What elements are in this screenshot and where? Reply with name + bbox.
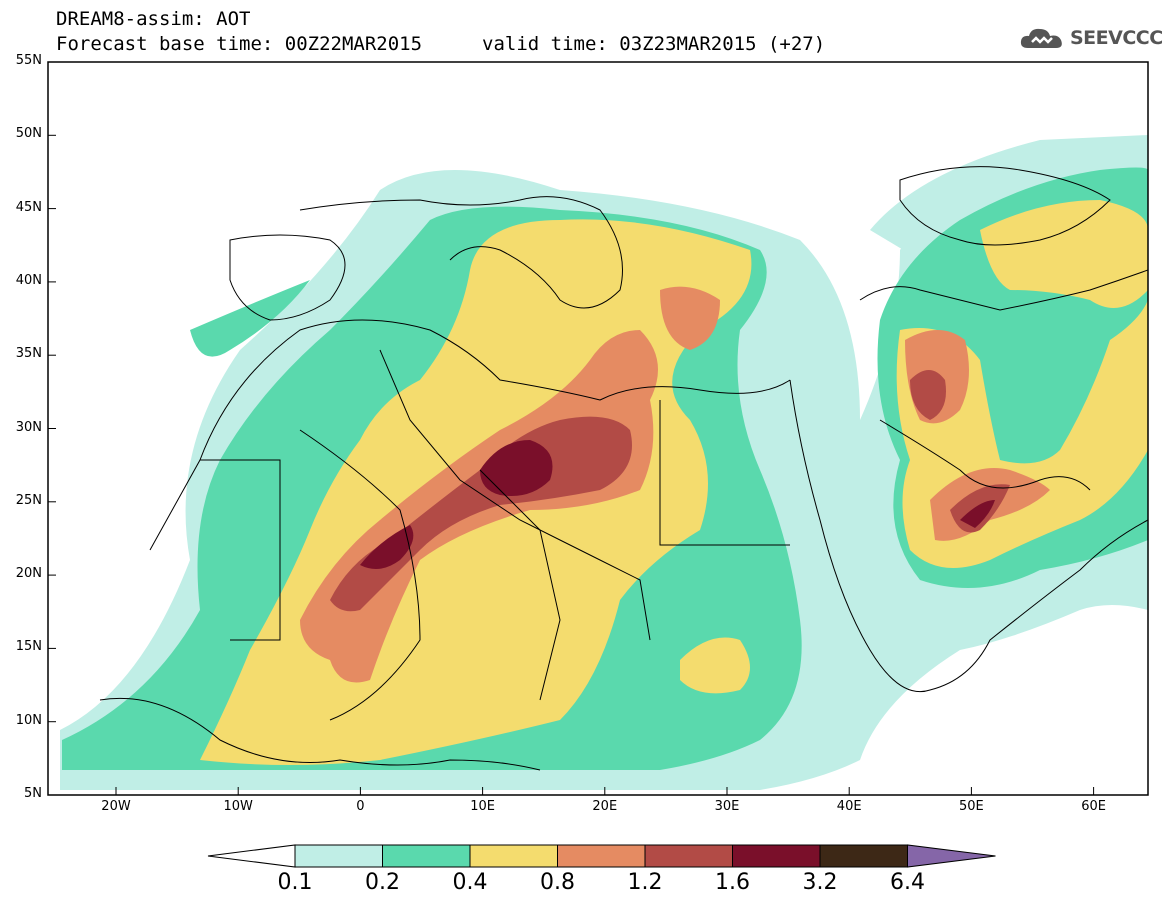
colorbar-level-label: 0.8 bbox=[540, 870, 575, 895]
aot-contour-1.2 bbox=[330, 416, 632, 612]
aot-contour-1.6 bbox=[480, 440, 553, 496]
lat-label: 5N bbox=[24, 786, 42, 801]
lat-label: 50N bbox=[15, 126, 42, 142]
lat-label: 20N bbox=[15, 566, 42, 582]
lat-label: 15N bbox=[15, 639, 42, 655]
lat-label: 55N bbox=[15, 53, 42, 68]
axis-ticks bbox=[48, 61, 1095, 796]
colorbar-max-arrow bbox=[907, 844, 996, 868]
forecast-base-time: Forecast base time: 00Z22MAR2015 bbox=[56, 33, 423, 55]
colorbar-swatch bbox=[732, 844, 821, 868]
lon-label: 50E bbox=[959, 799, 984, 814]
lat-label: 10N bbox=[15, 712, 42, 728]
lat-label: 30N bbox=[15, 419, 42, 435]
colorbar-min-arrow bbox=[207, 844, 296, 868]
lon-label: 10E bbox=[470, 799, 495, 814]
colorbar-swatch bbox=[469, 844, 558, 868]
logo-text: SEEVCCC bbox=[1070, 27, 1163, 49]
colorbar-level-label: 3.2 bbox=[802, 870, 838, 895]
colorbar-level-label: 0.1 bbox=[277, 870, 313, 895]
lat-label: 35N bbox=[15, 346, 42, 362]
lon-label: 0 bbox=[356, 799, 365, 814]
lon-label: 20E bbox=[592, 799, 618, 814]
lon-label: 20W bbox=[101, 799, 131, 814]
coastlines bbox=[99, 166, 1148, 771]
lon-label: 10W bbox=[223, 799, 253, 814]
colorbar-level-label: 1.6 bbox=[715, 870, 750, 895]
colorbar-level-label: 0.4 bbox=[452, 870, 488, 895]
colorbar-swatch bbox=[382, 844, 471, 868]
lat-label: 25N bbox=[15, 492, 42, 508]
colorbar-level-label: 0.2 bbox=[365, 870, 400, 895]
cloud-icon bbox=[1020, 28, 1062, 48]
map-title: DREAM8-assim: AOT bbox=[56, 8, 251, 30]
colorbar-swatch bbox=[557, 844, 646, 868]
seevccc-logo: SEEVCCC bbox=[1018, 24, 1163, 52]
aot-field bbox=[48, 62, 1148, 795]
colorbar-swatch bbox=[644, 844, 733, 868]
lon-label: 30E bbox=[714, 799, 740, 814]
colorbar-swatch bbox=[294, 844, 383, 868]
colorbar-level-label: 6.4 bbox=[890, 870, 925, 895]
colorbar-level-label: 1.2 bbox=[627, 870, 663, 895]
colorbar-swatch bbox=[819, 844, 908, 868]
lon-label: 60E bbox=[1081, 799, 1106, 814]
colorbar bbox=[207, 844, 996, 868]
lat-label: 40N bbox=[15, 272, 42, 288]
lat-label: 45N bbox=[15, 199, 42, 215]
lon-label: 40E bbox=[836, 799, 862, 814]
valid-time: valid time: 03Z23MAR2015 (+27) bbox=[482, 33, 826, 55]
